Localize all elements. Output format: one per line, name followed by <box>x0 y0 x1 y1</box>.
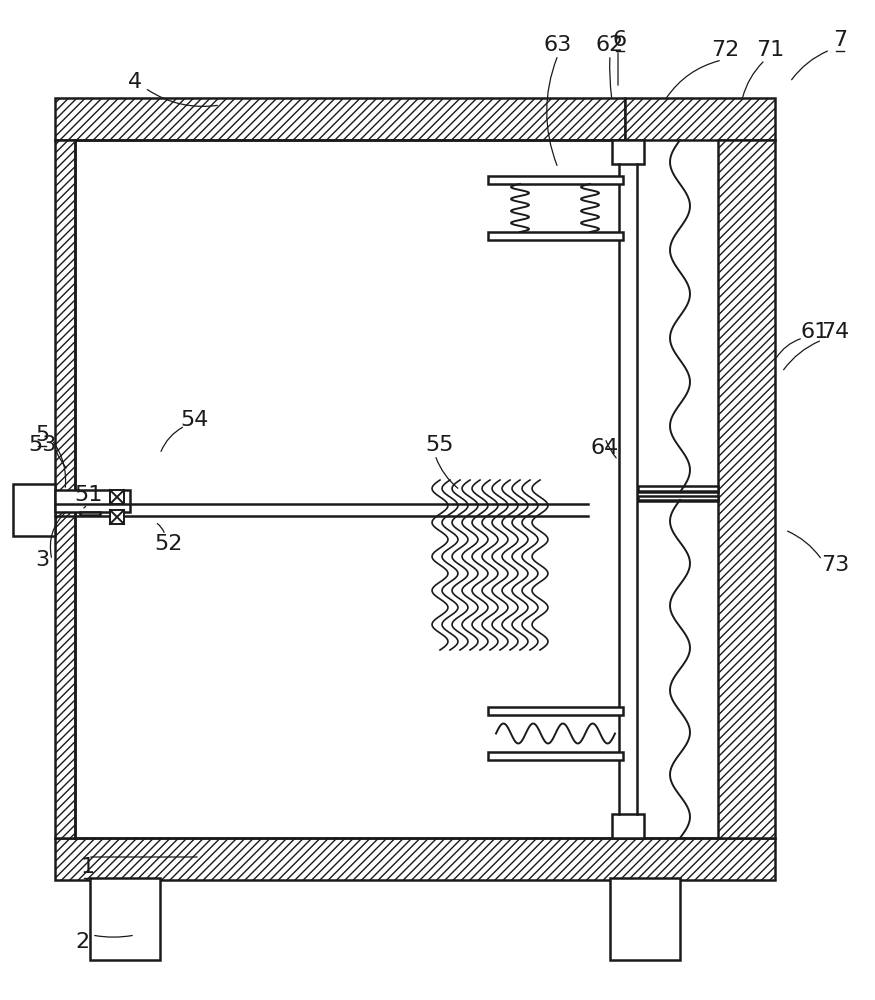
Bar <box>488 176 623 184</box>
Bar <box>638 496 718 501</box>
Bar <box>80 512 100 515</box>
Bar <box>55 140 75 838</box>
Bar <box>488 707 623 715</box>
Text: 71: 71 <box>756 40 784 60</box>
Bar <box>13 484 55 536</box>
Bar <box>55 98 625 140</box>
Text: 52: 52 <box>154 534 182 554</box>
Text: 51: 51 <box>74 485 102 505</box>
Text: 55: 55 <box>426 435 454 455</box>
Text: 64: 64 <box>591 438 619 458</box>
Text: 54: 54 <box>181 410 209 430</box>
Text: 74: 74 <box>821 322 849 342</box>
Bar <box>55 838 775 880</box>
Text: 63: 63 <box>544 35 572 55</box>
Bar <box>90 878 160 960</box>
Bar <box>110 510 124 524</box>
Bar <box>638 486 718 491</box>
Bar <box>110 490 124 504</box>
Bar <box>488 232 623 240</box>
Bar <box>718 140 775 838</box>
Text: 5: 5 <box>35 425 49 445</box>
Text: 7: 7 <box>833 30 847 50</box>
Text: 61: 61 <box>801 322 829 342</box>
Text: 2: 2 <box>75 932 89 952</box>
Bar <box>610 878 680 960</box>
Text: 73: 73 <box>821 555 849 575</box>
Text: 3: 3 <box>35 550 49 570</box>
Text: 6: 6 <box>612 30 627 50</box>
Bar <box>612 814 644 838</box>
Bar <box>612 140 644 164</box>
Text: 53: 53 <box>28 435 56 455</box>
Bar <box>625 98 775 140</box>
Text: 72: 72 <box>710 40 739 60</box>
Bar <box>55 490 130 512</box>
Text: 4: 4 <box>128 72 142 92</box>
Bar <box>488 752 623 760</box>
Text: 1: 1 <box>81 857 95 877</box>
Text: 62: 62 <box>596 35 624 55</box>
